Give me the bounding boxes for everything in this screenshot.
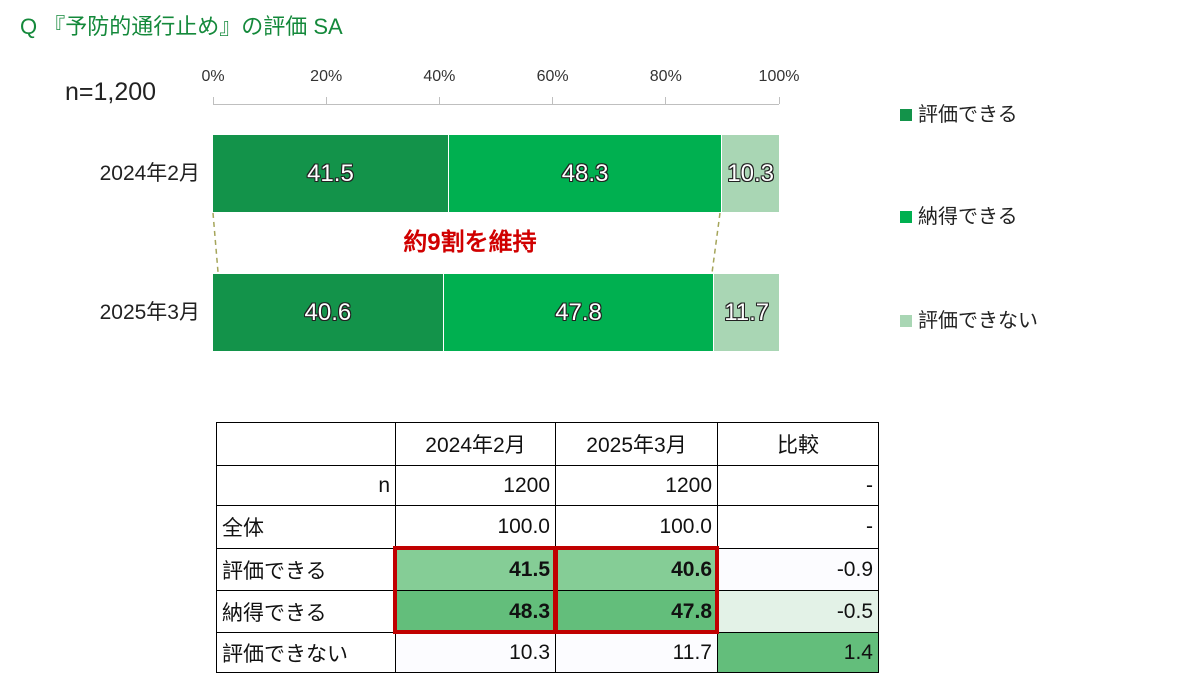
- legend-swatch-1: [900, 109, 912, 121]
- question-title: Q 『予防的通行止め』の評価 SA: [20, 14, 343, 39]
- legend-swatch-3: [900, 315, 912, 327]
- table-row-accept: 納得できる 48.3 47.8 -0.5: [216, 590, 879, 633]
- cell-n-2025: 1200: [555, 465, 718, 506]
- cell-total-diff: -: [717, 505, 879, 549]
- cell-n-2024: 1200: [395, 465, 556, 506]
- data-label-2-1: 40.6: [304, 298, 352, 326]
- x-tick-label-100: 100%: [758, 68, 800, 85]
- bar-segment-1-2: 48.3: [447, 135, 722, 212]
- x-tick-label-60: 60%: [536, 68, 569, 85]
- cell-approve-diff: -0.9: [717, 548, 879, 591]
- cell-approve-2025: 40.6: [555, 548, 718, 591]
- table-row-n: n 1200 1200 -: [216, 465, 879, 506]
- x-axis-line: [213, 104, 779, 105]
- data-label-1-1: 41.5: [307, 159, 354, 187]
- bar-segment-1-3: 10.3: [721, 135, 779, 212]
- legend-item-3: 評価できない: [900, 307, 1038, 335]
- cell-approve-2024: 41.5: [395, 548, 556, 591]
- bar-segment-1-1: 41.5: [213, 135, 448, 212]
- legend-item-2: 納得できる: [900, 203, 1018, 231]
- table-header-2024-02: 2024年2月: [395, 422, 556, 466]
- table-row-approve: 評価できる 41.5 40.6 -0.9: [216, 548, 879, 591]
- table-header-blank: [216, 422, 396, 466]
- table-header-2025-03: 2025年3月: [555, 422, 718, 466]
- comparison-table: 2024年2月 2025年3月 比較 n 1200 1200 - 全体 100.…: [216, 422, 879, 673]
- stacked-bar-chart: 0% 20% 40% 60% 80% 100% 2024年2月 41.5 48.3 10.3 202…: [99, 68, 800, 351]
- cell-disapprove-diff: 1.4: [717, 632, 879, 673]
- cell-total-2024: 100.0: [395, 505, 556, 549]
- cell-accept-2024: 48.3: [395, 590, 556, 633]
- bar-segment-2-2: 47.8: [442, 274, 714, 351]
- cell-n-diff: -: [717, 465, 879, 506]
- x-tick-mark-40: [438, 97, 440, 104]
- sample-size-label: n=1,200: [65, 78, 157, 106]
- table-row-disapprove: 評価できない 10.3 11.7 1.4: [216, 632, 879, 673]
- legend-label-2: 納得できる: [918, 206, 1018, 228]
- cell-disapprove-2025: 11.7: [555, 632, 718, 673]
- x-tick-mark-60: [552, 97, 554, 104]
- bar-segment-2-3: 11.7: [713, 274, 779, 351]
- bar-segment-2-1: 40.6: [213, 274, 443, 351]
- data-label-2-3: 11.7: [724, 298, 770, 326]
- x-tick-label-80: 80%: [649, 68, 682, 85]
- legend-label-1: 評価できる: [918, 104, 1018, 126]
- row-label-n: n: [216, 465, 396, 506]
- data-label-1-2: 48.3: [561, 159, 609, 187]
- legend-swatch-2: [900, 211, 912, 223]
- category-label-1: 2024年2月: [99, 161, 200, 185]
- table-row-total: 全体 100.0 100.0 -: [216, 505, 879, 549]
- row-label-total: 全体: [216, 505, 396, 549]
- row-label-approve: 評価できる: [216, 548, 396, 591]
- cell-accept-diff: -0.5: [717, 590, 879, 633]
- row-label-disapprove: 評価できない: [216, 632, 396, 673]
- x-tick-mark-20: [325, 97, 327, 104]
- cell-accept-2025: 47.8: [555, 590, 718, 633]
- row-label-accept: 納得できる: [216, 590, 396, 633]
- category-label-2: 2025年3月: [99, 300, 200, 324]
- data-label-2-2: 47.8: [555, 298, 602, 326]
- cell-disapprove-2024: 10.3: [395, 632, 556, 673]
- legend-item-1: 評価できる: [900, 101, 1018, 129]
- data-label-1-3: 10.3: [727, 159, 774, 187]
- x-tick-mark-80: [665, 97, 667, 104]
- x-tick-label-40: 40%: [423, 68, 456, 85]
- x-tick-label-20: 20%: [310, 68, 343, 85]
- legend-label-3: 評価できない: [918, 310, 1038, 332]
- cell-total-2025: 100.0: [555, 505, 718, 549]
- x-tick-mark-0: [212, 97, 214, 104]
- x-tick-label-0: 0%: [201, 68, 225, 85]
- x-tick-mark-100: [778, 97, 780, 104]
- chart-annotation: 約9割を維持: [403, 229, 537, 256]
- table-header-row: 2024年2月 2025年3月 比較: [216, 422, 879, 466]
- table-header-comparison: 比較: [717, 422, 879, 466]
